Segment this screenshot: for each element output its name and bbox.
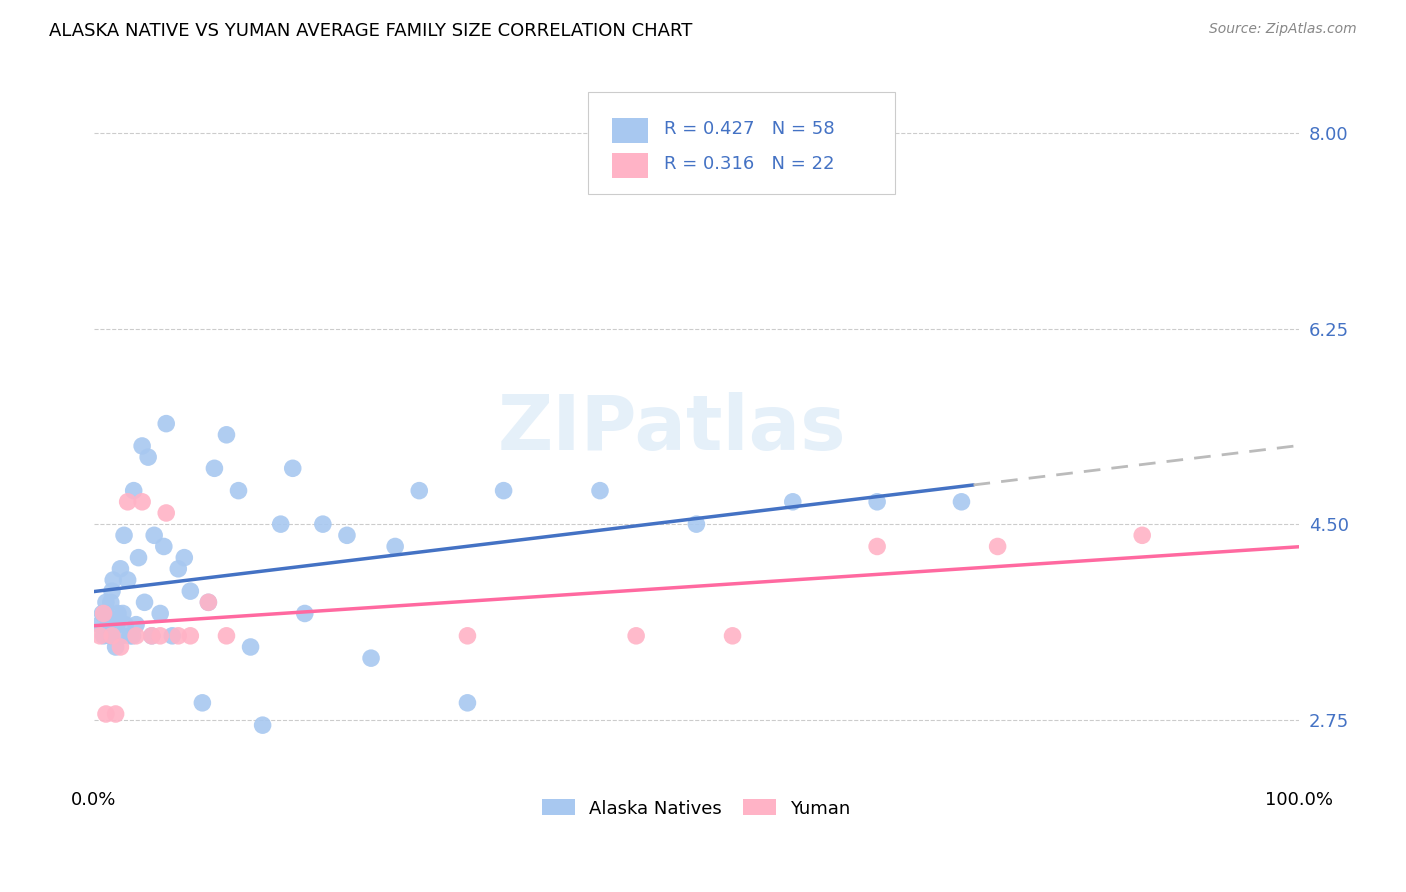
Point [866,495,889,509]
Point [101,584,124,599]
Text: R = 0.427   N = 58: R = 0.427 N = 58 [664,120,835,137]
Point [94,595,117,609]
Point [89,629,111,643]
Point [121,629,143,643]
Point [131,495,153,509]
Point [492,483,515,498]
Point [91,607,114,621]
Point [179,629,201,643]
Point [114,617,136,632]
Point [162,629,184,643]
Point [143,528,166,542]
Point [101,629,124,643]
Point [215,629,238,643]
Point [125,629,148,643]
Point [136,450,159,464]
Point [456,696,478,710]
Point [155,417,177,431]
Point [111,607,134,621]
Point [149,607,172,621]
Point [360,651,382,665]
Legend: Alaska Natives, Yuman: Alaska Natives, Yuman [534,792,858,825]
Point [624,629,647,643]
Point [228,483,250,498]
Point [94,706,117,721]
Point [239,640,262,654]
Point [721,629,744,643]
Point [98,629,121,643]
Point [122,483,145,498]
Point [281,461,304,475]
Point [155,506,177,520]
FancyBboxPatch shape [588,92,896,194]
Point [987,540,1010,554]
Point [134,595,156,609]
Point [120,629,142,643]
Point [384,540,406,554]
Point [270,517,292,532]
Point [117,573,139,587]
Point [456,629,478,643]
Point [110,562,132,576]
Point [105,617,128,632]
Point [107,607,129,621]
Point [110,640,132,654]
Point [179,584,201,599]
Text: ALASKA NATIVE VS YUMAN AVERAGE FAMILY SIZE CORRELATION CHART: ALASKA NATIVE VS YUMAN AVERAGE FAMILY SI… [49,22,693,40]
Point [128,550,150,565]
Point [125,617,148,632]
Point [173,550,195,565]
Point [104,706,127,721]
Point [782,495,804,509]
Point [141,629,163,643]
Text: R = 0.316   N = 22: R = 0.316 N = 22 [664,155,834,173]
Text: Source: ZipAtlas.com: Source: ZipAtlas.com [1209,22,1357,37]
Point [131,439,153,453]
Point [215,427,238,442]
Point [252,718,274,732]
Point [685,517,707,532]
Point [111,629,134,643]
Point [197,595,219,609]
Point [191,696,214,710]
Point [204,461,226,475]
Point [149,629,172,643]
Point [1130,528,1153,542]
Point [197,595,219,609]
Point [104,640,127,654]
Point [167,629,190,643]
Point [93,607,115,621]
Point [89,617,111,632]
Point [294,607,316,621]
Point [408,483,430,498]
Point [153,540,176,554]
Point [93,629,115,643]
Point [100,595,122,609]
Point [336,528,359,542]
Bar [612,119,648,143]
Point [94,607,117,621]
Point [312,517,335,532]
Point [950,495,973,509]
Point [167,562,190,576]
Point [117,495,139,509]
Point [103,573,125,587]
Text: ZIPatlas: ZIPatlas [498,392,846,467]
Bar [612,153,648,178]
Point [97,617,120,632]
Point [866,540,889,554]
Point [141,629,163,643]
Point [589,483,612,498]
Point [112,528,135,542]
